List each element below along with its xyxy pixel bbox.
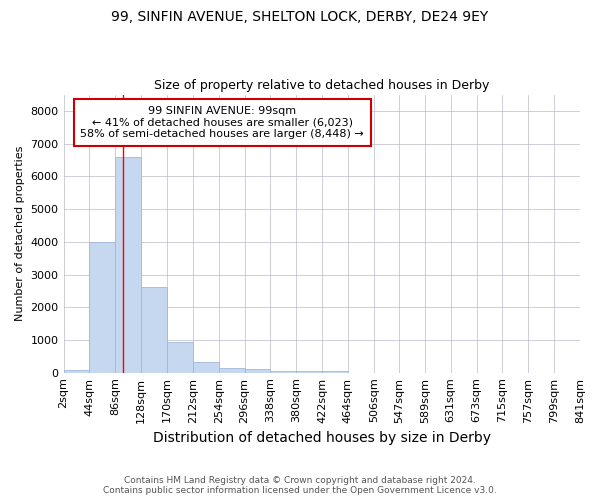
Y-axis label: Number of detached properties: Number of detached properties xyxy=(15,146,25,322)
Bar xyxy=(89,242,115,372)
Bar xyxy=(218,368,245,372)
Title: Size of property relative to detached houses in Derby: Size of property relative to detached ho… xyxy=(154,79,490,92)
Text: 99 SINFIN AVENUE: 99sqm
← 41% of detached houses are smaller (6,023)
58% of semi: 99 SINFIN AVENUE: 99sqm ← 41% of detache… xyxy=(80,106,364,139)
Bar xyxy=(167,342,193,372)
Bar xyxy=(64,370,89,372)
Bar xyxy=(296,371,322,372)
Bar xyxy=(115,156,141,372)
Bar xyxy=(141,287,167,372)
Bar xyxy=(271,371,296,372)
Text: Contains HM Land Registry data © Crown copyright and database right 2024.
Contai: Contains HM Land Registry data © Crown c… xyxy=(103,476,497,495)
Bar xyxy=(193,362,218,372)
X-axis label: Distribution of detached houses by size in Derby: Distribution of detached houses by size … xyxy=(153,431,491,445)
Bar xyxy=(245,369,271,372)
Bar xyxy=(322,371,348,372)
Text: 99, SINFIN AVENUE, SHELTON LOCK, DERBY, DE24 9EY: 99, SINFIN AVENUE, SHELTON LOCK, DERBY, … xyxy=(112,10,488,24)
